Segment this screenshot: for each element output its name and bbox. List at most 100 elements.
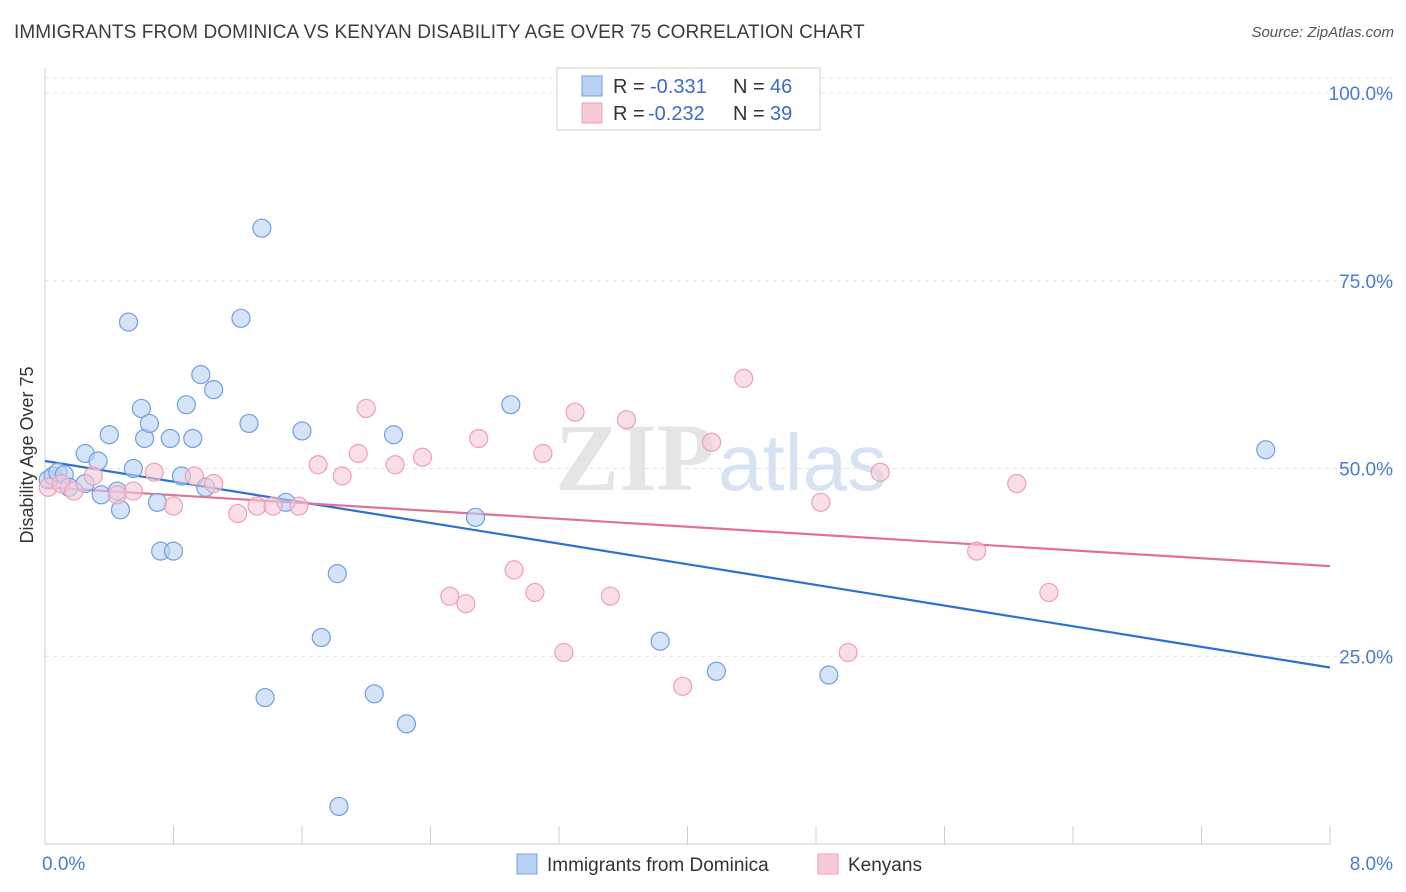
legend-n-value-1: 46 [770,76,792,98]
point-s1-21 [456,594,476,614]
bottom-legend-label-kenyans: Kenyans [848,855,922,876]
point-s1-5 [123,481,143,501]
point-s1-26 [554,642,574,663]
y-tick-label-1: 50.0% [1339,460,1393,481]
point-s1-32 [734,368,754,388]
point-s0-14 [131,398,151,419]
point-s1-3 [83,466,103,486]
point-s0-9 [99,425,119,445]
point-s1-28 [600,586,621,606]
point-s1-13 [289,496,309,516]
chart-title: IMMIGRANTS FROM DOMINICA VS KENYAN DISAB… [14,22,865,43]
legend-top: R = -0.331 N = 46 R = -0.232 N = 39 [556,67,821,131]
watermark-atlas: atlas [718,418,887,507]
y-tick-labels: 25.0% 50.0% 75.0% 100.0% [1329,84,1394,668]
point-s0-12 [118,312,139,332]
point-s1-38 [1039,582,1059,603]
point-s1-17 [356,398,376,419]
point-s0-37 [383,425,404,445]
bottom-legend-swatch-dominica [516,853,538,875]
point-s1-18 [385,455,405,475]
legend-n-label-1: N = [733,76,765,98]
point-s0-42 [706,661,727,681]
point-s1-35 [870,462,890,482]
point-s1-11 [247,496,267,516]
point-s1-36 [967,541,987,561]
point-s1-16 [348,443,368,464]
point-s0-36 [364,684,384,704]
point-s0-30 [255,687,275,708]
legend-n-value-2: 39 [770,103,792,125]
legend-r-value-1: -0.331 [650,76,707,98]
point-s1-27 [565,402,585,422]
point-s0-19 [160,428,180,449]
point-s0-8 [91,485,111,505]
source-label: Source: ZipAtlas.com [1251,24,1394,41]
point-s1-12 [263,496,283,516]
point-s1-2 [64,481,84,501]
y-tick-label-3: 100.0% [1329,84,1394,105]
point-s1-15 [332,466,352,486]
bottom-legend-label-dominica: Immigrants from Dominica [547,855,769,876]
point-s1-31 [701,432,722,452]
point-s1-8 [184,466,204,486]
point-s1-23 [504,560,524,580]
y-axis-label: Disability Age Over 75 [17,366,37,543]
point-s1-4 [107,485,127,505]
point-s1-29 [616,410,637,430]
legend-swatch-dominica [581,75,603,97]
x-tick-label-0: 0.0% [42,854,85,875]
point-s1-34 [838,642,858,663]
point-s1-25 [533,443,553,464]
legend-r-label-1: R = [613,76,645,98]
point-s0-17 [147,492,168,512]
point-s1-37 [1007,473,1027,494]
point-s1-30 [673,676,693,696]
point-s0-16 [139,413,160,434]
legend-swatch-kenyans [581,102,603,124]
point-s1-20 [440,586,460,606]
point-s0-39 [465,507,486,527]
legend-bottom: Immigrants from Dominica Kenyans [516,853,922,876]
bottom-legend-swatch-kenyans [817,853,839,875]
point-s0-28 [239,413,259,434]
point-s0-22 [176,395,196,415]
point-s1-6 [144,462,164,482]
axes [44,68,1331,845]
point-s0-29 [252,218,272,238]
point-s0-41 [650,631,670,651]
point-s0-23 [183,428,203,449]
point-s0-44 [1256,440,1276,460]
watermark: ZIP atlas [555,404,887,511]
y-tick-label-0: 25.0% [1339,647,1393,668]
point-s0-24 [191,365,211,385]
legend-r-label-2: R = [613,103,645,125]
point-s0-35 [329,796,349,817]
legend-n-label-2: N = [733,103,765,125]
point-s0-33 [311,627,331,648]
point-s1-22 [469,428,489,449]
x-tick-label-1: 8.0% [1350,854,1393,875]
point-s1-7 [163,496,184,516]
point-s0-27 [231,308,251,328]
point-s1-9 [204,473,224,494]
point-s0-43 [819,665,839,685]
y-tick-label-2: 75.0% [1339,272,1393,293]
point-s1-14 [308,455,328,475]
point-s0-32 [292,421,312,441]
point-s1-33 [811,492,831,512]
point-s0-26 [204,380,224,400]
point-s1-10 [228,503,248,524]
point-s0-40 [501,395,521,415]
point-s1-24 [525,582,545,603]
point-s0-34 [327,564,347,584]
data-points [38,218,1276,817]
trend-line-0 [44,459,1331,669]
point-s1-19 [412,447,433,467]
point-s0-20 [163,541,184,561]
legend-r-value-2: -0.232 [648,103,705,125]
point-s0-38 [396,714,417,734]
x-tick-labels: 0.0% 8.0% [42,854,1393,875]
point-s0-13 [123,458,143,479]
